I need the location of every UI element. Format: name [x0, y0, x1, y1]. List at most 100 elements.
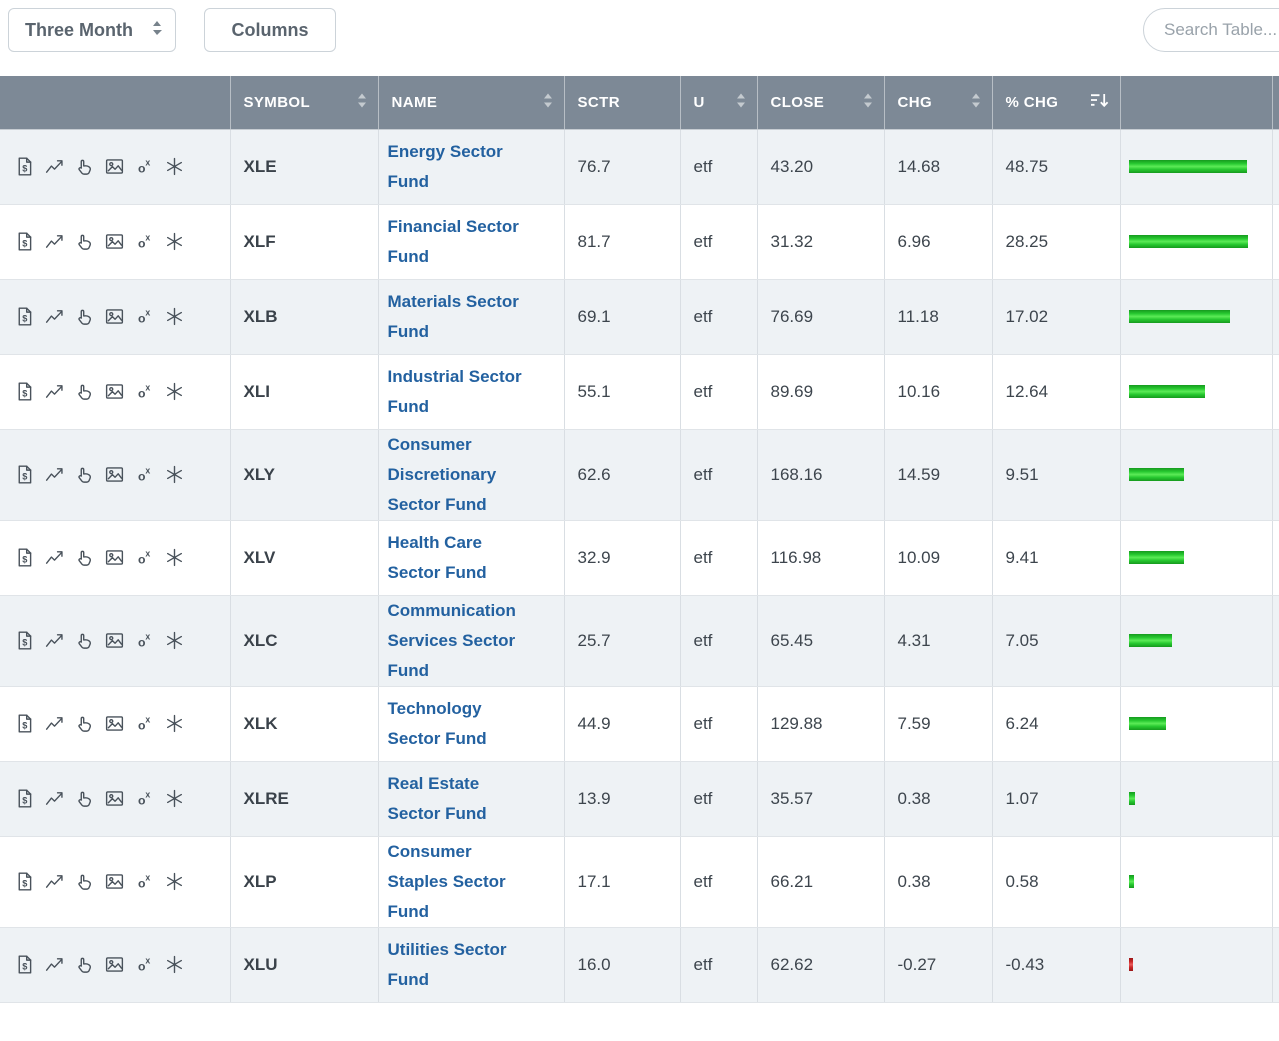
fund-name-link[interactable]: Consumer Staples Sector Fund — [387, 841, 506, 921]
point-and-figure-icon[interactable] — [134, 464, 155, 485]
column-header-universe[interactable]: U — [680, 76, 758, 130]
sharpchart-icon[interactable] — [44, 156, 65, 177]
sharpchart-icon[interactable] — [44, 954, 65, 975]
price-data-icon[interactable] — [14, 464, 35, 485]
point-and-figure-icon[interactable] — [134, 788, 155, 809]
column-header-symbol[interactable]: SYMBOL — [230, 76, 379, 130]
fund-name-link[interactable]: Technology Sector Fund — [387, 698, 487, 748]
column-header-sctr[interactable]: SCTR — [564, 76, 681, 130]
fund-name-link[interactable]: Industrial Sector Fund — [387, 366, 522, 416]
galleryview-icon[interactable] — [104, 630, 125, 651]
column-header-close[interactable]: CLOSE — [757, 76, 885, 130]
hand-icon[interactable] — [74, 788, 95, 809]
sort-toggle-icon[interactable] — [736, 93, 746, 112]
galleryview-icon[interactable] — [104, 547, 125, 568]
column-header-chg[interactable]: CHG — [884, 76, 993, 130]
pct-chg-value: 17.02 — [1005, 306, 1049, 326]
point-and-figure-icon[interactable] — [134, 231, 155, 252]
column-header-name[interactable]: NAME — [378, 76, 565, 130]
search-input[interactable] — [1143, 8, 1279, 52]
galleryview-icon[interactable] — [104, 788, 125, 809]
fund-name-link[interactable]: Utilities Sector Fund — [387, 939, 507, 989]
hand-icon[interactable] — [74, 306, 95, 327]
table-row: XLE Energy Sector Fund 76.7 etf 43.20 14… — [0, 129, 1279, 205]
point-and-figure-icon[interactable] — [134, 713, 155, 734]
hand-icon[interactable] — [74, 871, 95, 892]
sort-toggle-icon[interactable] — [543, 93, 553, 112]
table-row: XLK Technology Sector Fund 44.9 etf 129.… — [0, 686, 1279, 762]
seasonality-icon[interactable] — [164, 788, 185, 809]
seasonality-icon[interactable] — [164, 954, 185, 975]
seasonality-icon[interactable] — [164, 630, 185, 651]
seasonality-icon[interactable] — [164, 464, 185, 485]
sort-toggle-icon[interactable] — [971, 93, 981, 112]
price-data-icon[interactable] — [14, 231, 35, 252]
price-data-icon[interactable] — [14, 547, 35, 568]
galleryview-icon[interactable] — [104, 381, 125, 402]
fund-name-link[interactable]: Consumer Discretionary Sector Fund — [387, 434, 497, 514]
price-data-icon[interactable] — [14, 713, 35, 734]
sort-toggle-icon[interactable] — [863, 93, 873, 112]
hand-icon[interactable] — [74, 954, 95, 975]
fund-name-link[interactable]: Health Care Sector Fund — [387, 532, 487, 582]
sort-descending-icon[interactable] — [1090, 93, 1109, 112]
galleryview-icon[interactable] — [104, 231, 125, 252]
fund-name-link[interactable]: Energy Sector Fund — [387, 141, 503, 191]
sharpchart-icon[interactable] — [44, 713, 65, 734]
sharpchart-icon[interactable] — [44, 381, 65, 402]
price-data-icon[interactable] — [14, 156, 35, 177]
price-data-icon[interactable] — [14, 306, 35, 327]
galleryview-icon[interactable] — [104, 713, 125, 734]
seasonality-icon[interactable] — [164, 231, 185, 252]
sharpchart-icon[interactable] — [44, 231, 65, 252]
column-header-pct-chg[interactable]: % CHG — [992, 76, 1121, 130]
pct-chg-bar — [1128, 875, 1134, 888]
seasonality-icon[interactable] — [164, 547, 185, 568]
sharpchart-icon[interactable] — [44, 464, 65, 485]
fund-name-link[interactable]: Communication Services Sector Fund — [387, 600, 516, 680]
sharpchart-icon[interactable] — [44, 630, 65, 651]
price-data-icon[interactable] — [14, 381, 35, 402]
sharpchart-icon[interactable] — [44, 547, 65, 568]
seasonality-icon[interactable] — [164, 156, 185, 177]
seasonality-icon[interactable] — [164, 306, 185, 327]
point-and-figure-icon[interactable] — [134, 871, 155, 892]
point-and-figure-icon[interactable] — [134, 630, 155, 651]
period-select[interactable]: Three Month — [8, 8, 176, 52]
point-and-figure-icon[interactable] — [134, 381, 155, 402]
name-cell: Financial Sector Fund — [378, 204, 565, 280]
sharpchart-icon[interactable] — [44, 871, 65, 892]
sharpchart-icon[interactable] — [44, 788, 65, 809]
seasonality-icon[interactable] — [164, 713, 185, 734]
hand-icon[interactable] — [74, 464, 95, 485]
close-value: 89.69 — [770, 381, 814, 401]
price-data-icon[interactable] — [14, 871, 35, 892]
point-and-figure-icon[interactable] — [134, 547, 155, 568]
columns-button[interactable]: Columns — [204, 8, 336, 52]
sort-toggle-icon[interactable] — [357, 93, 367, 112]
fund-name-link[interactable]: Financial Sector Fund — [387, 216, 519, 266]
hand-icon[interactable] — [74, 381, 95, 402]
galleryview-icon[interactable] — [104, 871, 125, 892]
point-and-figure-icon[interactable] — [134, 156, 155, 177]
sctr-value: 17.1 — [577, 871, 611, 891]
price-data-icon[interactable] — [14, 788, 35, 809]
hand-icon[interactable] — [74, 547, 95, 568]
point-and-figure-icon[interactable] — [134, 954, 155, 975]
price-data-icon[interactable] — [14, 630, 35, 651]
hand-icon[interactable] — [74, 630, 95, 651]
galleryview-icon[interactable] — [104, 306, 125, 327]
price-data-icon[interactable] — [14, 954, 35, 975]
seasonality-icon[interactable] — [164, 381, 185, 402]
seasonality-icon[interactable] — [164, 871, 185, 892]
sharpchart-icon[interactable] — [44, 306, 65, 327]
fund-name-link[interactable]: Materials Sector Fund — [387, 291, 519, 341]
point-and-figure-icon[interactable] — [134, 306, 155, 327]
hand-icon[interactable] — [74, 156, 95, 177]
galleryview-icon[interactable] — [104, 954, 125, 975]
hand-icon[interactable] — [74, 713, 95, 734]
fund-name-link[interactable]: Real Estate Sector Fund — [387, 773, 487, 823]
galleryview-icon[interactable] — [104, 464, 125, 485]
hand-icon[interactable] — [74, 231, 95, 252]
galleryview-icon[interactable] — [104, 156, 125, 177]
